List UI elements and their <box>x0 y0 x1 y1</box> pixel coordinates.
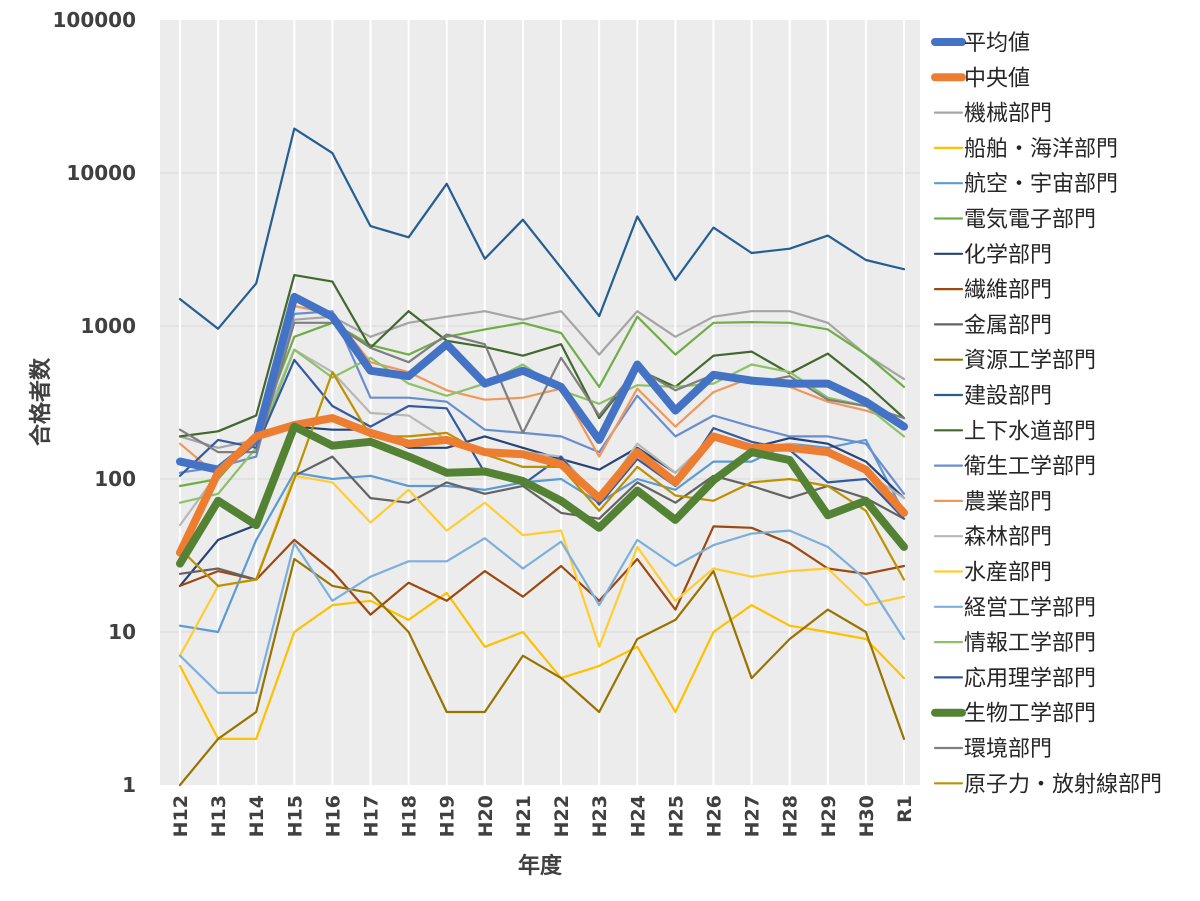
y-tick-label: 1000 <box>80 314 136 338</box>
y-tick-label: 100000 <box>53 8 137 32</box>
series-line-2 <box>178 310 906 449</box>
series-line-5 <box>178 315 906 488</box>
x-tick-label: H16 <box>322 795 344 837</box>
x-tick-label: H25 <box>665 795 687 837</box>
y-tick-label: 1 <box>122 773 136 797</box>
legend-label: 建設部門 <box>964 384 1052 409</box>
legend-label: 船舶・海洋部門 <box>964 137 1118 162</box>
legend-label: 情報工学部門 <box>964 631 1096 656</box>
legend-label: 経営工学部門 <box>964 596 1096 621</box>
series-line-7 <box>178 525 906 616</box>
series-line-21 <box>178 371 906 588</box>
plot-area <box>160 20 920 785</box>
legend-label: 航空・宇宙部門 <box>964 172 1118 197</box>
legend-label: 電気電子部門 <box>964 208 1096 233</box>
y-axis-title: 合格者数 <box>28 357 54 446</box>
legend-label: 上下水道部門 <box>964 419 1096 444</box>
legend-label: 繊維部門 <box>964 278 1052 303</box>
x-tick-label: H23 <box>589 795 611 837</box>
x-tick-label: H26 <box>703 795 725 837</box>
x-tick-label: H18 <box>399 795 421 837</box>
y-tick-label: 100 <box>94 467 136 491</box>
legend-label: 農業部門 <box>964 490 1052 515</box>
legend-label: 衛生工学部門 <box>964 455 1096 480</box>
series-line-3 <box>178 591 906 741</box>
y-axis-ticks: 1 10 100 1000 10000 100000 <box>53 8 137 797</box>
legend-label: 資源工学部門 <box>964 349 1096 374</box>
legend-label: 水産部門 <box>964 561 1052 586</box>
legend-label: 原子力・放射線部門 <box>964 772 1162 797</box>
legend-label: 機械部門 <box>964 102 1052 127</box>
legend-label: 生物工学部門 <box>964 702 1096 727</box>
legend-label: 金属部門 <box>964 313 1052 338</box>
x-tick-label: R1 <box>894 795 916 823</box>
x-tick-label: H30 <box>856 795 878 837</box>
x-tick-label: H17 <box>361 795 383 837</box>
x-tick-label: H19 <box>437 795 459 837</box>
x-tick-label: H15 <box>284 795 306 837</box>
x-tick-label: H20 <box>475 795 497 837</box>
x-tick-label: H21 <box>513 795 535 837</box>
series-line-0 <box>176 292 908 474</box>
series-line-1 <box>176 414 908 557</box>
legend-label: 森林部門 <box>964 525 1052 550</box>
x-tick-label: H13 <box>208 795 230 837</box>
series-lines <box>176 127 908 787</box>
series-line-20 <box>178 321 906 454</box>
legend-label: 応用理学部門 <box>964 666 1096 691</box>
x-axis-ticks: H12 H13 H14 H15 H16 H17 H18 H19 H20 H21 H22 H23 H24 H… <box>170 795 916 837</box>
series-line-12 <box>178 310 906 495</box>
series-line-19 <box>176 422 908 568</box>
x-tick-label: H24 <box>627 795 649 837</box>
series-line-10 <box>178 127 906 330</box>
legend-label: 中央値 <box>964 66 1030 91</box>
series-line-9 <box>178 557 906 787</box>
legend-label: 平均値 <box>964 31 1030 56</box>
legend-label: 化学部門 <box>964 243 1052 268</box>
x-tick-label: H28 <box>780 795 802 837</box>
x-tick-label: H29 <box>818 795 840 837</box>
y-tick-label: 10 <box>108 620 136 644</box>
y-tick-label: 10000 <box>66 161 136 185</box>
x-tick-label: H12 <box>170 795 192 837</box>
series-line-8 <box>178 455 906 581</box>
x-tick-label: H14 <box>246 795 268 837</box>
series-line-16 <box>178 529 906 695</box>
series-line-15 <box>178 474 906 657</box>
x-tick-label: H22 <box>551 795 573 837</box>
x-tick-label: H27 <box>742 795 764 837</box>
legend-label: 環境部門 <box>964 737 1052 762</box>
legend: 平均値中央値機械部門船舶・海洋部門航空・宇宙部門電気電子部門化学部門繊維部門金属… <box>931 31 1162 797</box>
x-axis-title: 年度 <box>518 853 563 879</box>
